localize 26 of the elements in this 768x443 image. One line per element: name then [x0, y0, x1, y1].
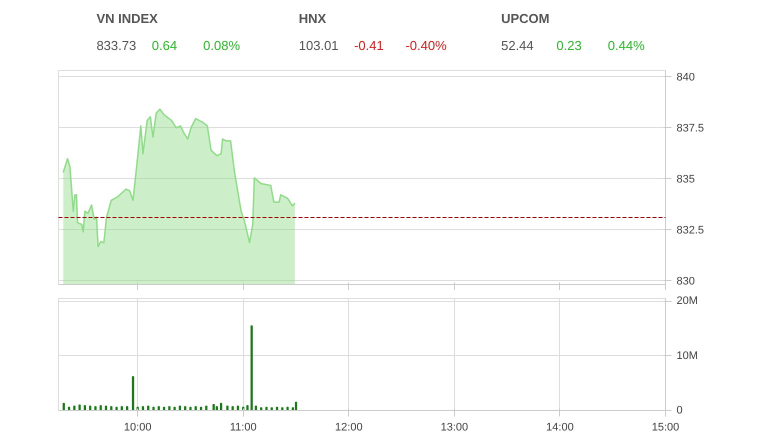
x-tick-label: 11:00 [230, 422, 257, 434]
text: 833.73 [96, 38, 136, 53]
x-tick-label: 12:00 [335, 422, 363, 434]
x-tick-label: 14:00 [546, 422, 574, 434]
text: 0.64 [152, 38, 178, 53]
x-tick-label: 10:00 [124, 422, 152, 434]
x-tick-label: 15:00 [652, 422, 680, 434]
y-tick-label: 835 [676, 174, 695, 186]
x-tick-label: 13:00 [440, 422, 468, 434]
text: 103.01 [298, 38, 339, 53]
y-tick-label: 830 [676, 275, 695, 288]
text: 0.44% [608, 38, 646, 53]
y-tick-label: 837.5 [676, 122, 704, 135]
text: 0.08% [203, 38, 240, 53]
text: HNX [298, 11, 327, 26]
text: VN INDEX [96, 11, 158, 26]
text: -0.41 [354, 38, 384, 53]
y-tick-label: 840 [676, 72, 695, 84]
text: -0.40% [405, 38, 448, 53]
y-tick-label: 832.5 [676, 224, 704, 236]
text: UPCOM [501, 11, 550, 26]
y-tick-label: 20M [676, 295, 698, 308]
y-tick-label: 10M [676, 350, 698, 362]
text: 0.23 [556, 38, 582, 53]
text: 52.44 [501, 38, 534, 53]
y-tick-label: 0 [676, 404, 683, 416]
